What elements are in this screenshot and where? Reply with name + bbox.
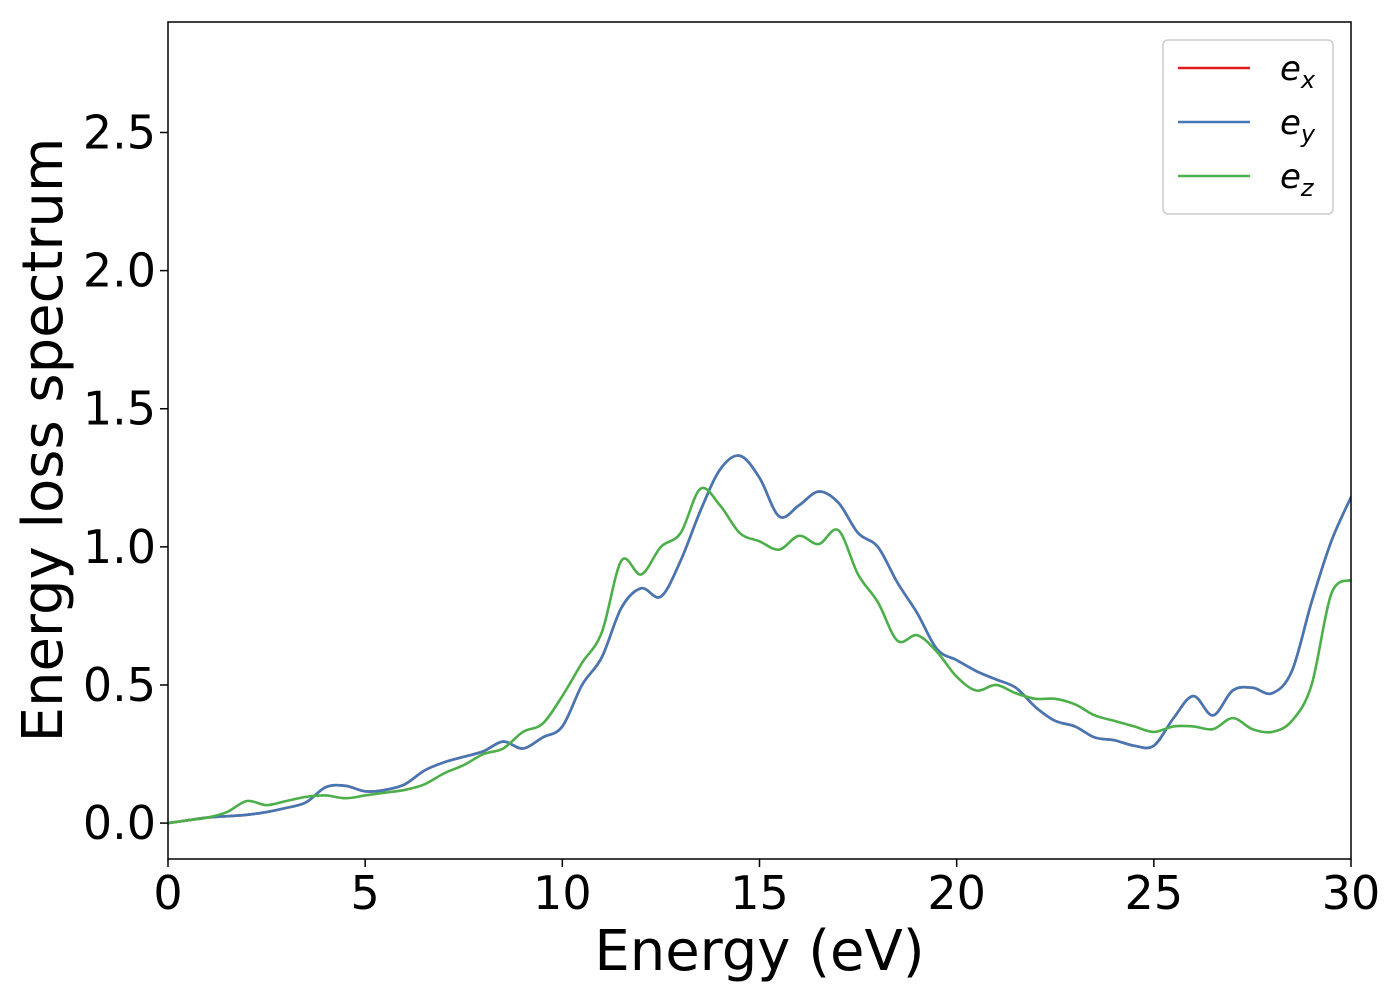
series-layer (168, 454, 1351, 825)
plot-frame (167, 21, 1352, 860)
legend-label-x: ex (1280, 49, 1316, 94)
x-tick-label: 10 (533, 866, 592, 920)
x-tick-label: 25 (1125, 866, 1184, 920)
legend-box (1162, 39, 1334, 215)
x-axis-title: Energy (eV) (594, 919, 924, 984)
y-tick-label: 1.0 (83, 520, 156, 574)
y-axis-title: Energy loss spectrum (11, 138, 76, 743)
x-tick-label: 0 (153, 866, 182, 920)
y-tick-label: 0.0 (83, 796, 156, 850)
series-line-e-y (168, 454, 1351, 825)
series-line-e-z (168, 486, 1351, 825)
y-tick-label: 2.5 (83, 105, 156, 159)
x-tick-label: 30 (1322, 866, 1381, 920)
ticks-layer: 0 5 10 15 20 25 30 0.0 0.5 1.0 1.5 2.0 2.5 (83, 105, 1380, 920)
legend-label-y: ey (1280, 103, 1316, 148)
legend: ex ey ez (1162, 39, 1334, 215)
y-tick-label: 0.5 (83, 658, 156, 712)
x-tick-label: 20 (927, 866, 986, 920)
y-tick-label: 2.0 (83, 244, 156, 298)
y-tick-label: 1.5 (83, 382, 156, 436)
legend-label-z: ez (1280, 157, 1315, 202)
x-tick-label: 5 (351, 866, 380, 920)
x-tick-label: 15 (730, 866, 789, 920)
